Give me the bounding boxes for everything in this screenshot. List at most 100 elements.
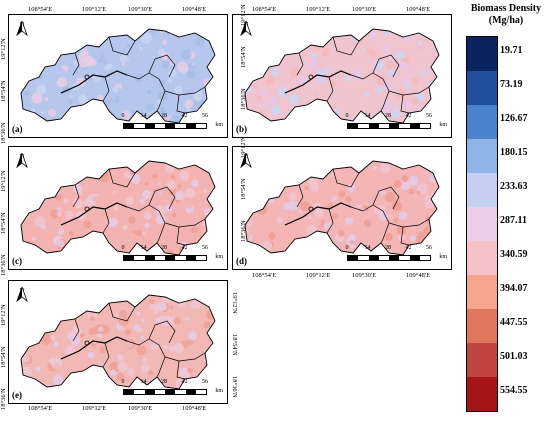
coordinate-label: 109°30′E [352, 272, 377, 279]
scale-bar: 0 14 28 42 56 km [121, 245, 223, 265]
scale-bar: 0 14 28 42 56 km [121, 113, 223, 133]
legend-value-label: 126.67 [500, 113, 528, 124]
legend-value-label: 554.55 [500, 385, 528, 396]
scale-tick-label: 0 [121, 245, 125, 251]
legend-value-label: 501.03 [500, 351, 528, 362]
scale-tick-label: 14 [140, 379, 147, 385]
coordinate-label: 19°12′N [0, 38, 7, 60]
panel-label: (c) [12, 256, 22, 266]
legend-value-label: 287.11 [500, 215, 527, 226]
coordinate-label: 18°54′N [0, 346, 7, 368]
legend-value-label: 73.19 [500, 79, 523, 90]
legend-title: Biomass Density (Mg/ha) [462, 3, 550, 27]
legend-color-swatch [467, 343, 497, 377]
coordinate-label: 109°48′E [182, 405, 207, 412]
legend-color-swatch [467, 377, 497, 411]
region-map [244, 160, 440, 256]
coordinate-label: 108°54′E [252, 6, 277, 13]
legend-color-swatch [467, 71, 497, 105]
scale-tick-label: 56 [202, 113, 208, 119]
coordinate-label: 19°12′N [231, 292, 238, 314]
legend-color-swatch [467, 241, 497, 275]
map-panel: N (e) 0 14 28 42 56 km [8, 280, 228, 404]
scale-tick-label: 42 [405, 245, 412, 251]
panel-label: (b) [236, 124, 247, 134]
north-arrow-icon: N [15, 287, 29, 313]
scale-tick-label: 42 [405, 113, 412, 119]
legend-color-swatch [467, 309, 497, 343]
legend-color-swatch [467, 105, 497, 139]
legend-value-label: 180.15 [500, 147, 528, 158]
coordinate-label: 19°12′N [240, 4, 247, 26]
coordinate-label: 18°54′N [240, 178, 247, 200]
coordinate-label: 18°54′N [0, 212, 7, 234]
coordinate-label: 109°48′E [182, 6, 207, 13]
scale-tick-label: 42 [181, 245, 188, 251]
scale-tick-label: 28 [385, 113, 391, 119]
north-arrow-icon: N [15, 21, 29, 47]
coordinate-label: 109°48′E [406, 6, 431, 13]
region-map [20, 160, 216, 256]
legend-title-line1: Biomass Density [470, 3, 542, 14]
scale-tick-label: 56 [202, 379, 208, 385]
legend-color-swatch [467, 139, 497, 173]
legend-color-bar [466, 36, 498, 412]
scale-tick-label: 28 [161, 245, 167, 251]
coordinate-label: 18°54′N [240, 46, 247, 68]
scale-tick-label: 0 [121, 113, 125, 119]
region-map [20, 28, 216, 124]
coordinate-label: 109°30′E [352, 6, 377, 13]
map-panel: N (d) 0 14 28 42 56 km [232, 146, 452, 270]
coordinate-label: 109°12′E [82, 6, 107, 13]
scale-tick-label: 14 [364, 245, 371, 251]
coordinate-label: 18°54′N [231, 334, 238, 356]
coordinate-label: 18°36′N [240, 220, 247, 242]
legend-value-label: 340.59 [500, 249, 528, 260]
legend-color-swatch [467, 275, 497, 309]
legend-color-swatch [467, 37, 497, 71]
legend-color-swatch [467, 173, 497, 207]
scale-unit: km [439, 254, 447, 260]
scale-tick-label: 0 [345, 245, 349, 251]
scale-tick-label: 56 [426, 113, 432, 119]
scale-tick-label: 42 [181, 113, 188, 119]
north-arrow-icon: N [239, 21, 253, 47]
scale-unit: km [439, 122, 447, 128]
scale-tick-label: 28 [161, 379, 167, 385]
coordinate-label: 19°12′N [240, 136, 247, 158]
coordinate-label: 108°54′E [252, 272, 277, 279]
coordinate-label: 18°36′N [0, 388, 7, 410]
coordinate-label: 109°30′E [128, 405, 153, 412]
panel-label: (a) [12, 124, 23, 134]
scale-bar: 0 14 28 42 56 km [345, 245, 447, 265]
scale-tick-label: 14 [140, 245, 147, 251]
region-map [244, 28, 440, 124]
scale-tick-label: 0 [121, 379, 125, 385]
scale-tick-label: 56 [426, 245, 432, 251]
coordinate-label: 109°12′E [306, 6, 331, 13]
coordinate-label: 109°12′E [82, 405, 107, 412]
north-arrow-icon: N [239, 153, 253, 179]
legend-color-swatch [467, 207, 497, 241]
legend-title-line2: (Mg/ha) [488, 15, 524, 26]
coordinate-label: 18°36′N [0, 122, 7, 144]
north-arrow-icon: N [15, 153, 29, 179]
coordinate-label: 109°12′E [306, 272, 331, 279]
legend-value-label: 394.07 [500, 283, 528, 294]
scale-tick-label: 14 [140, 113, 147, 119]
coordinate-label: 18°54′N [0, 80, 7, 102]
scale-unit: km [215, 122, 223, 128]
scale-tick-label: 14 [364, 113, 371, 119]
scale-bar: 0 14 28 42 56 km [121, 379, 223, 399]
scale-tick-label: 0 [345, 113, 349, 119]
scale-bar: 0 14 28 42 56 km [345, 113, 447, 133]
scale-tick-label: 56 [202, 245, 208, 251]
scale-tick-label: 28 [161, 113, 167, 119]
map-panel: N (c) 0 14 28 42 56 km [8, 146, 228, 270]
scale-tick-label: 42 [181, 379, 188, 385]
coordinate-label: 18°36′N [231, 376, 238, 398]
coordinate-label: 109°30′E [128, 6, 153, 13]
coordinate-label: 18°36′N [240, 88, 247, 110]
region-map [20, 294, 216, 390]
legend-value-label: 19.71 [500, 45, 523, 56]
